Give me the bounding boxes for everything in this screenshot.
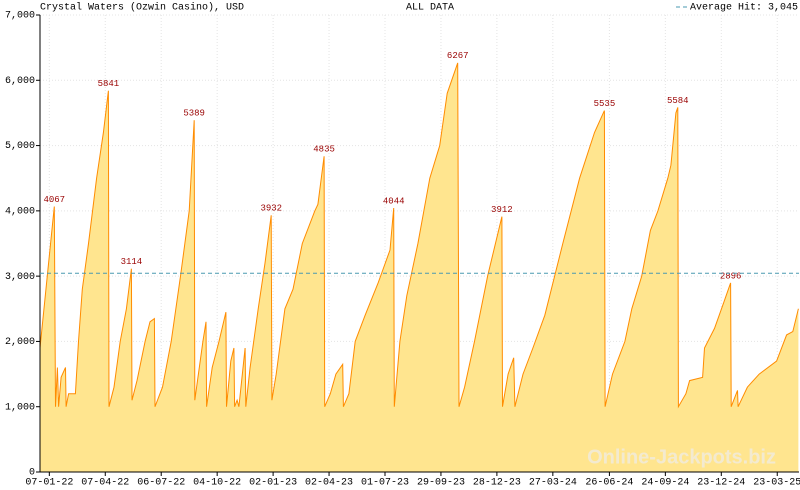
peak-label: 3932 <box>260 204 282 214</box>
x-tick-label: 07-04-22 <box>81 478 129 489</box>
chart-title: Crystal Waters (Ozwin Casino), USD <box>40 2 244 14</box>
x-tick-label: 29-09-23 <box>417 478 465 489</box>
y-tick-label: 1,000 <box>5 402 35 413</box>
peak-label: 4044 <box>383 196 405 206</box>
peak-label: 4835 <box>313 145 335 155</box>
peak-label: 3114 <box>121 257 143 267</box>
line <box>39 62 799 409</box>
peak-label: 2896 <box>720 271 742 281</box>
y-tick-label: 3,000 <box>5 272 35 283</box>
peak-label: 4067 <box>43 195 65 205</box>
peak-label: 5841 <box>98 79 120 89</box>
x-tick-label: 23-12-24 <box>697 478 745 489</box>
x-tick-label: 02-01-23 <box>249 478 297 489</box>
y-tick-label: 0 <box>29 468 35 479</box>
peak-label: 6267 <box>447 51 469 61</box>
average-legend: Average Hit: 3,045 <box>690 2 798 14</box>
peak-label: 5584 <box>667 96 689 106</box>
x-tick-label: 04-10-22 <box>193 478 241 489</box>
y-tick-label: 2,000 <box>5 337 35 348</box>
x-tick-label: 27-03-24 <box>529 478 577 489</box>
x-tick-label: 26-06-24 <box>585 478 633 489</box>
x-tick-label: 23-03-25 <box>753 478 800 489</box>
x-tick-label: 01-07-23 <box>361 478 409 489</box>
chart-subtitle: ALL DATA <box>406 3 454 14</box>
y-tick-label: 4,000 <box>5 206 35 217</box>
x-tick-label: 07-01-22 <box>25 478 73 489</box>
peak-label: 3912 <box>491 205 513 215</box>
watermark: Online-Jackpots.biz <box>587 446 776 468</box>
y-tick-label: 7,000 <box>5 11 35 22</box>
y-tick-label: 5,000 <box>5 141 35 152</box>
x-tick-label: 24-09-24 <box>641 478 689 489</box>
x-tick-label: 06-07-22 <box>137 478 185 489</box>
peak-label: 5389 <box>183 109 205 119</box>
area <box>40 62 799 473</box>
x-tick-label: 28-12-23 <box>473 478 521 489</box>
x-tick-label: 02-04-23 <box>305 478 353 489</box>
peak-label: 5535 <box>594 99 616 109</box>
y-tick-label: 6,000 <box>5 76 35 87</box>
